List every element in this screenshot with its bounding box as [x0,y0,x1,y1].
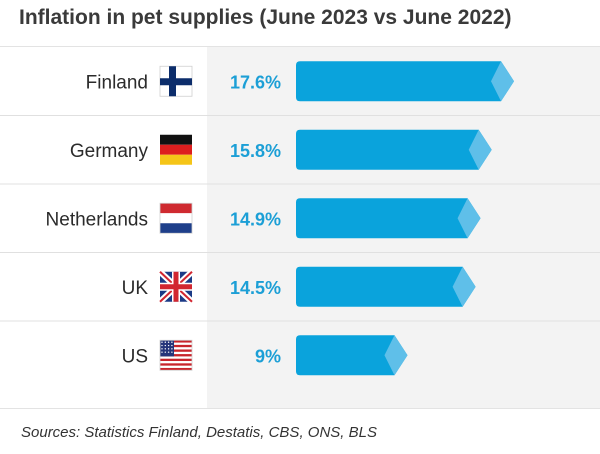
country-label: UK [122,278,149,299]
title-divider [0,46,600,47]
table-row: UK 14.5% [0,266,600,322]
chart-title: Inflation in pet supplies (June 2023 vs … [19,6,512,29]
value-label: 15.8% [230,141,281,161]
bar [296,61,514,102]
value-label: 14.5% [230,278,281,298]
germany-flag-icon [160,134,192,165]
footer-divider [0,408,600,409]
country-label: Netherlands [46,209,148,230]
country-label: Finland [86,72,148,93]
uk-flag-icon [157,269,195,304]
bar [296,198,481,239]
value-label: 17.6% [230,72,281,92]
value-label: 9% [255,346,281,366]
country-label: US [122,346,148,367]
country-label: Germany [70,141,149,162]
netherlands-flag-icon [159,202,193,234]
table-row: Germany 15.8% [0,129,600,185]
table-row: Finland 17.6% [0,61,600,116]
bar [296,335,408,376]
table-row: Netherlands 14.9% [0,198,600,253]
source-note: Sources: Statistics Finland, Destatis, C… [21,424,377,441]
value-label: 14.9% [230,209,281,229]
finland-flag-icon [159,65,193,97]
bar-chart: Finland 17.6% Germany 15.8% Netherlands 14.9%… [0,47,600,408]
us-flag-icon [159,339,193,371]
bar [296,266,476,307]
bar [296,129,492,170]
table-row: US 9% [122,335,408,376]
